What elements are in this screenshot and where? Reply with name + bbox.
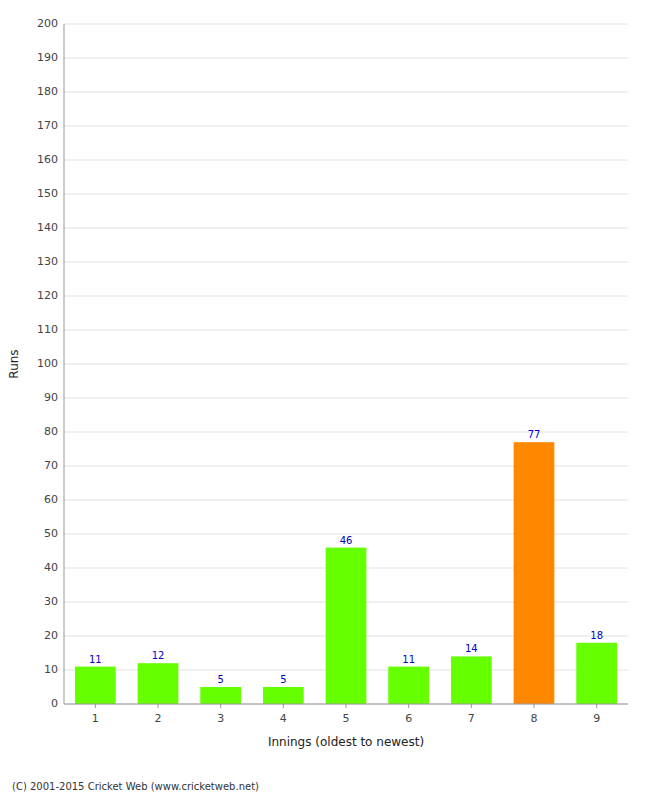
x-tick-label: 4 <box>280 712 287 725</box>
y-tick-label: 110 <box>37 323 58 336</box>
y-tick-label: 90 <box>44 391 58 404</box>
x-axis: 1 2 3 4 5 6 7 8 9 <box>92 704 600 725</box>
data-label: 77 <box>528 429 541 440</box>
bars <box>75 442 617 704</box>
grid-line <box>64 296 628 297</box>
y-tick-label: 60 <box>44 493 58 506</box>
x-tick-label: 6 <box>405 712 412 725</box>
grid-line <box>64 160 628 161</box>
data-label: 18 <box>590 630 603 641</box>
footer-annotation: (C) 2001-2015 Cricket Web (www.cricketwe… <box>12 781 259 792</box>
x-tick <box>95 704 96 708</box>
bar <box>138 663 179 704</box>
y-tick-label: 140 <box>37 221 58 234</box>
y-tick-label: 20 <box>44 629 58 642</box>
x-tick <box>408 704 409 708</box>
x-tick <box>346 704 347 708</box>
y-tick-label: 70 <box>44 459 58 472</box>
y-axis-line <box>64 24 65 704</box>
x-tick-label: 3 <box>217 712 224 725</box>
grid-line <box>64 24 628 25</box>
x-tick-label: 9 <box>593 712 600 725</box>
y-tick-label: 30 <box>44 595 58 608</box>
grid-line <box>64 92 628 93</box>
grid-line <box>64 364 628 365</box>
grid-line <box>64 194 628 195</box>
x-tick-label: 7 <box>468 712 475 725</box>
grid-line <box>64 228 628 229</box>
bar <box>514 442 555 704</box>
y-tick-label: 180 <box>37 85 58 98</box>
data-label: 11 <box>402 654 415 665</box>
y-tick-label: 200 <box>37 17 58 30</box>
grid-line <box>64 330 628 331</box>
grid-line <box>64 398 628 399</box>
y-tick-label: 120 <box>37 289 58 302</box>
data-labels: 11 12 5 5 46 11 14 77 18 <box>89 429 603 685</box>
data-label: 46 <box>340 535 353 546</box>
x-tick <box>596 704 597 708</box>
bar <box>451 656 492 704</box>
bar <box>263 687 304 704</box>
data-label: 5 <box>217 674 223 685</box>
x-tick <box>283 704 284 708</box>
x-tick-label: 5 <box>343 712 350 725</box>
x-tick-label: 1 <box>92 712 99 725</box>
x-tick <box>220 704 221 708</box>
x-tick-label: 8 <box>531 712 538 725</box>
y-tick-label: 190 <box>37 51 58 64</box>
x-tick-label: 2 <box>155 712 162 725</box>
grid-line <box>64 432 628 433</box>
grid <box>64 24 628 704</box>
y-tick-label: 80 <box>44 425 58 438</box>
y-tick-label: 0 <box>51 697 58 710</box>
y-tick-label: 100 <box>37 357 58 370</box>
chart-container: 0 10 20 30 40 50 60 70 80 90 100 110 120 130 140 150 160… <box>0 0 650 800</box>
x-axis-title: Innings (oldest to newest) <box>268 735 424 749</box>
bar <box>576 643 617 704</box>
grid-line <box>64 58 628 59</box>
grid-line <box>64 126 628 127</box>
y-tick-label: 160 <box>37 153 58 166</box>
data-label: 11 <box>89 654 102 665</box>
y-tick-label: 170 <box>37 119 58 132</box>
x-tick <box>534 704 535 708</box>
data-label: 14 <box>465 643 478 654</box>
y-tick-label: 10 <box>44 663 58 676</box>
y-tick-label: 50 <box>44 527 58 540</box>
chart: 0 10 20 30 40 50 60 70 80 90 100 110 120 130 140 150 160… <box>0 0 650 800</box>
bar <box>75 667 116 704</box>
x-tick <box>471 704 472 708</box>
data-label: 12 <box>152 650 165 661</box>
grid-line <box>64 262 628 263</box>
bar <box>388 667 429 704</box>
y-tick-label: 130 <box>37 255 58 268</box>
data-label: 5 <box>280 674 286 685</box>
bar <box>200 687 241 704</box>
y-tick-label: 40 <box>44 561 58 574</box>
bar <box>326 548 367 704</box>
y-axis: 0 10 20 30 40 50 60 70 80 90 100 110 120 130 140 150 160… <box>37 17 58 710</box>
x-tick <box>158 704 159 708</box>
y-tick-label: 150 <box>37 187 58 200</box>
y-axis-title: Runs <box>7 349 21 378</box>
